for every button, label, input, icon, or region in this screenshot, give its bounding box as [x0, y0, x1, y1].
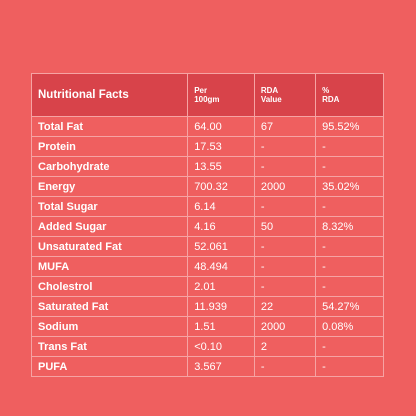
- percent-rda-cell: -: [315, 196, 384, 217]
- percent-rda-cell: -: [315, 336, 384, 357]
- table-header-row: Nutritional Facts Per 100gm RDA Value % …: [30, 73, 384, 117]
- per-100gm-cell: 3.567: [187, 356, 255, 377]
- table-row: Unsaturated Fat 52.061- -: [30, 236, 384, 257]
- rda-value-cell: -: [253, 256, 317, 277]
- table-row: Protein 17.53- -: [30, 136, 384, 157]
- nutrient-name-cell: Total Fat: [30, 116, 189, 137]
- percent-rda-cell: -: [315, 256, 384, 277]
- table-row: Total Fat 64.00 67 95.52%: [30, 116, 384, 137]
- header-per-line2: 100gm: [194, 95, 220, 104]
- header-rda-value: RDA Value: [253, 73, 317, 117]
- per-100gm-cell: 13.55: [187, 156, 255, 177]
- nutrition-facts-table: Nutritional Facts Per 100gm RDA Value % …: [30, 73, 384, 377]
- rda-value-cell: 2000: [253, 176, 317, 197]
- rda-value-cell: -: [253, 136, 317, 157]
- nutrient-name-cell: Carbohydrate: [30, 156, 189, 177]
- header-rda-line2: Value: [260, 95, 282, 104]
- rda-value-cell: -: [253, 276, 317, 297]
- percent-rda-cell: 8.32%: [315, 216, 384, 237]
- rda-value-cell: -: [253, 156, 317, 177]
- rda-value-cell: 50: [253, 216, 317, 237]
- percent-rda-cell: -: [315, 156, 384, 177]
- per-100gm-cell: 700.32: [187, 176, 255, 197]
- rda-value-cell: -: [253, 196, 317, 217]
- percent-rda-cell: 54.27%: [315, 296, 384, 317]
- table-row: PUFA 3.567- -: [30, 356, 384, 377]
- header-pct-line2: RDA: [322, 95, 340, 104]
- header-per-line1: Per: [194, 86, 208, 95]
- rda-value-cell: 22: [253, 296, 317, 317]
- per-100gm-cell: 1.51: [187, 316, 255, 337]
- per-100gm-cell: 11.939: [187, 296, 255, 317]
- table-row: Sodium 1.51 2000 0.08%: [30, 316, 384, 337]
- table-row: Saturated Fat 11.939 22 54.27%: [30, 296, 384, 317]
- percent-rda-cell: -: [315, 276, 384, 297]
- per-100gm-cell: 17.53: [187, 136, 255, 157]
- rda-value-cell: 67: [253, 116, 317, 137]
- rda-value-cell: 2: [253, 336, 317, 357]
- table-row: Carbohydrate 13.55- -: [30, 156, 384, 177]
- header-per-100gm: Per 100gm: [187, 73, 255, 117]
- percent-rda-cell: -: [315, 356, 384, 377]
- header-pct-line1: %: [322, 86, 330, 95]
- nutrient-name-cell: Unsaturated Fat: [30, 236, 189, 257]
- nutrient-name-cell: Protein: [30, 136, 189, 157]
- percent-rda-cell: -: [315, 236, 384, 257]
- table-row: MUFA 48.494- -: [30, 256, 384, 277]
- table-row: Cholestrol 2.01- -: [30, 276, 384, 297]
- percent-rda-cell: 95.52%: [315, 116, 384, 137]
- per-100gm-cell: 2.01: [187, 276, 255, 297]
- table-row: Energy 700.32 2000 35.02%: [30, 176, 384, 197]
- percent-rda-cell: 0.08%: [315, 316, 384, 337]
- rda-value-cell: -: [253, 356, 317, 377]
- nutrient-name-cell: Trans Fat: [30, 336, 189, 357]
- nutrient-name-cell: Sodium: [30, 316, 189, 337]
- header-nutritional-facts: Nutritional Facts: [30, 73, 189, 117]
- nutrient-name-cell: Saturated Fat: [30, 296, 189, 317]
- header-rda-line1: RDA: [260, 86, 279, 95]
- per-100gm-cell: 64.00: [187, 116, 255, 137]
- per-100gm-cell: 4.16: [187, 216, 255, 237]
- table-row: Added Sugar 4.16 50 8.32%: [30, 216, 384, 237]
- rda-value-cell: 2000: [253, 316, 317, 337]
- percent-rda-cell: -: [315, 136, 384, 157]
- table-row: Trans Fat <0.10 2-: [30, 336, 384, 357]
- nutrient-name-cell: MUFA: [30, 256, 189, 277]
- per-100gm-cell: 48.494: [187, 256, 255, 277]
- nutrient-name-cell: Added Sugar: [30, 216, 189, 237]
- nutrient-name-cell: PUFA: [30, 356, 189, 377]
- nutrient-name-cell: Energy: [30, 176, 189, 197]
- percent-rda-cell: 35.02%: [315, 176, 384, 197]
- header-percent-rda: % RDA: [315, 73, 384, 117]
- per-100gm-cell: <0.10: [187, 336, 255, 357]
- per-100gm-cell: 52.061: [187, 236, 255, 257]
- per-100gm-cell: 6.14: [187, 196, 255, 217]
- nutrient-name-cell: Total Sugar: [30, 196, 189, 217]
- rda-value-cell: -: [253, 236, 317, 257]
- nutrient-name-cell: Cholestrol: [30, 276, 189, 297]
- table-row: Total Sugar 6.14- -: [30, 196, 384, 217]
